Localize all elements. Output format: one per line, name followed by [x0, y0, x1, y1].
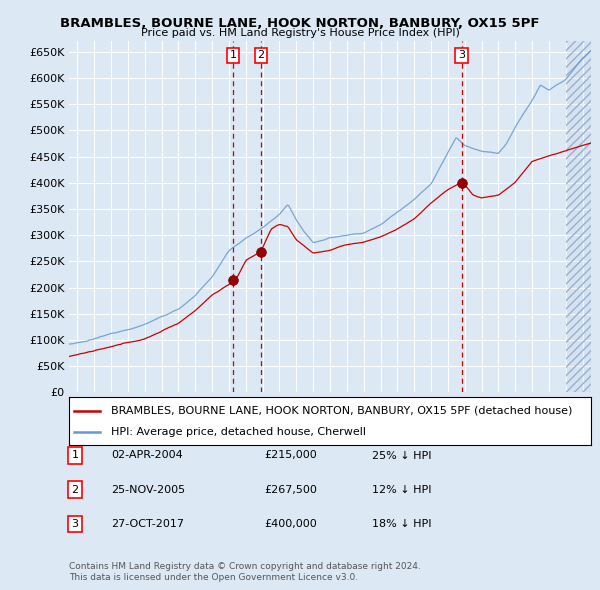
Text: 1: 1	[230, 50, 236, 60]
Text: 3: 3	[71, 519, 79, 529]
Text: 02-APR-2004: 02-APR-2004	[111, 451, 183, 460]
Text: 27-OCT-2017: 27-OCT-2017	[111, 519, 184, 529]
Text: 18% ↓ HPI: 18% ↓ HPI	[372, 519, 431, 529]
Text: 1: 1	[71, 451, 79, 460]
Bar	[566, 41, 591, 392]
Text: BRAMBLES, BOURNE LANE, HOOK NORTON, BANBURY, OX15 5PF (detached house): BRAMBLES, BOURNE LANE, HOOK NORTON, BANB…	[111, 405, 572, 415]
Text: 3: 3	[458, 50, 465, 60]
Text: This data is licensed under the Open Government Licence v3.0.: This data is licensed under the Open Gov…	[69, 573, 358, 582]
Text: £400,000: £400,000	[264, 519, 317, 529]
Text: 25-NOV-2005: 25-NOV-2005	[111, 485, 185, 494]
Text: Price paid vs. HM Land Registry's House Price Index (HPI): Price paid vs. HM Land Registry's House …	[140, 28, 460, 38]
Text: £267,500: £267,500	[264, 485, 317, 494]
Text: Contains HM Land Registry data © Crown copyright and database right 2024.: Contains HM Land Registry data © Crown c…	[69, 562, 421, 571]
Text: £215,000: £215,000	[264, 451, 317, 460]
Bar	[566, 41, 591, 392]
Text: 12% ↓ HPI: 12% ↓ HPI	[372, 485, 431, 494]
Text: 2: 2	[257, 50, 265, 60]
Text: BRAMBLES, BOURNE LANE, HOOK NORTON, BANBURY, OX15 5PF: BRAMBLES, BOURNE LANE, HOOK NORTON, BANB…	[60, 17, 540, 30]
Text: 25% ↓ HPI: 25% ↓ HPI	[372, 451, 431, 460]
Text: HPI: Average price, detached house, Cherwell: HPI: Average price, detached house, Cher…	[111, 427, 366, 437]
Text: 2: 2	[71, 485, 79, 494]
